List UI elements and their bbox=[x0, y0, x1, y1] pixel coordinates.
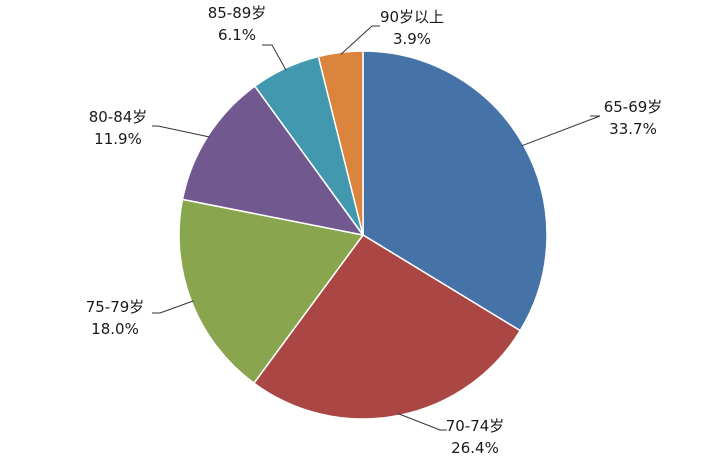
pie-slice-1 bbox=[252, 234, 522, 420]
leader-line-3 bbox=[152, 125, 210, 138]
data-labels: 65-69岁 33.7% 70-74岁 26.4% 75-79岁 18.0% 80-84岁 1… bbox=[86, 4, 663, 457]
slice-value-5: 3.9% bbox=[393, 30, 431, 48]
pie-slices bbox=[178, 50, 548, 420]
slice-label-0: 65-69岁 bbox=[604, 98, 663, 116]
slice-label-2: 75-79岁 bbox=[86, 298, 145, 316]
leader-line-4 bbox=[262, 44, 287, 71]
slice-label-4: 85-89岁 bbox=[208, 4, 267, 22]
slice-value-2: 18.0% bbox=[91, 320, 139, 338]
slice-value-3: 11.9% bbox=[94, 130, 142, 148]
slice-label-5: 90岁以上 bbox=[380, 8, 444, 26]
leader-line-2 bbox=[152, 300, 194, 314]
slice-value-4: 6.1% bbox=[218, 26, 256, 44]
slice-label-3: 80-84岁 bbox=[89, 108, 148, 126]
slice-label-1: 70-74岁 bbox=[446, 417, 505, 435]
slice-value-0: 33.7% bbox=[609, 120, 657, 138]
slice-value-1: 26.4% bbox=[451, 439, 499, 457]
leader-line-1 bbox=[398, 413, 447, 431]
pie-slice-3 bbox=[181, 85, 365, 237]
leader-line-5 bbox=[340, 25, 380, 55]
leader-line-0 bbox=[521, 115, 601, 147]
leader-lines bbox=[152, 25, 601, 431]
pie-slice-5 bbox=[317, 50, 364, 236]
